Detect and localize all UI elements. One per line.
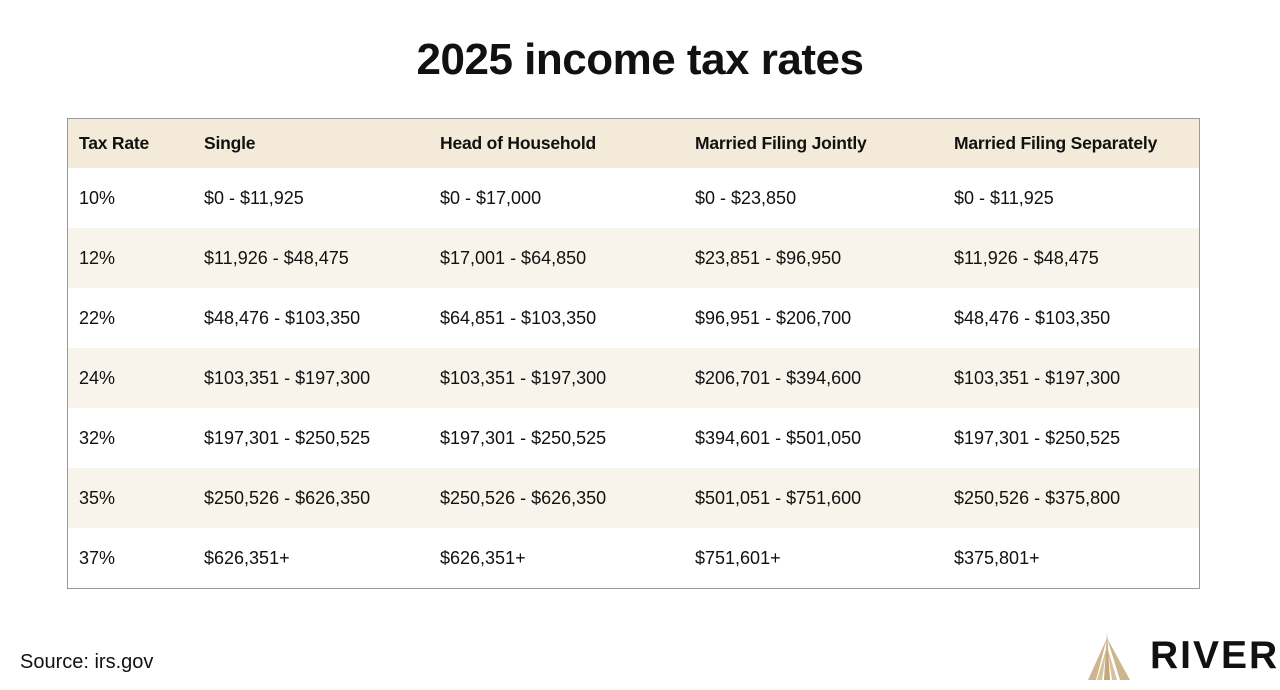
table-row: 10% $0 - $11,925 $0 - $17,000 $0 - $23,8…	[68, 168, 1199, 228]
cell-married-filing-jointly: $206,701 - $394,600	[695, 367, 862, 388]
cell-head-of-household: $0 - $17,000	[440, 187, 542, 208]
header-married-filing-separately: Married Filing Separately	[954, 133, 1158, 153]
cell-head-of-household: $250,526 - $626,350	[440, 487, 607, 508]
tax-rates-table: Tax Rate Single Head of Household Marrie…	[68, 119, 1199, 588]
brand-logo: RIVER	[1086, 630, 1279, 682]
cell-tax-rate: 10%	[79, 187, 116, 208]
tax-rates-table-container: Tax Rate Single Head of Household Marrie…	[67, 118, 1200, 589]
cell-single: $626,351+	[204, 547, 290, 568]
cell-married-filing-separately: $103,351 - $197,300	[954, 367, 1121, 388]
cell-single: $250,526 - $626,350	[204, 487, 371, 508]
cell-married-filing-separately: $0 - $11,925	[954, 187, 1054, 208]
table-header-row: Tax Rate Single Head of Household Marrie…	[68, 119, 1199, 168]
cell-married-filing-jointly: $96,951 - $206,700	[695, 307, 852, 328]
cell-single: $103,351 - $197,300	[204, 367, 371, 388]
cell-head-of-household: $103,351 - $197,300	[440, 367, 607, 388]
cell-single: $197,301 - $250,525	[204, 427, 371, 448]
cell-married-filing-separately: $375,801+	[954, 547, 1040, 568]
river-mountain-logo-icon	[1086, 632, 1132, 680]
brand-name: RIVER	[1150, 634, 1280, 677]
cell-married-filing-separately: $250,526 - $375,800	[954, 487, 1121, 508]
header-head-of-household: Head of Household	[440, 133, 597, 153]
table-row: 37% $626,351+ $626,351+ $751,601+ $375,8…	[68, 528, 1199, 588]
cell-tax-rate: 12%	[79, 247, 116, 268]
cell-married-filing-jointly: $0 - $23,850	[695, 187, 797, 208]
cell-single: $0 - $11,925	[204, 187, 304, 208]
header-single: Single	[204, 133, 256, 153]
cell-married-filing-separately: $48,476 - $103,350	[954, 307, 1111, 328]
cell-single: $48,476 - $103,350	[204, 307, 361, 328]
cell-single: $11,926 - $48,475	[204, 247, 349, 268]
table-row: 22% $48,476 - $103,350 $64,851 - $103,35…	[68, 288, 1199, 348]
header-tax-rate: Tax Rate	[79, 133, 150, 153]
table-row: 32% $197,301 - $250,525 $197,301 - $250,…	[68, 408, 1199, 468]
cell-tax-rate: 35%	[79, 487, 116, 508]
cell-head-of-household: $626,351+	[440, 547, 526, 568]
cell-tax-rate: 24%	[79, 367, 116, 388]
cell-married-filing-jointly: $751,601+	[695, 547, 781, 568]
cell-married-filing-jointly: $394,601 - $501,050	[695, 427, 862, 448]
cell-head-of-household: $197,301 - $250,525	[440, 427, 607, 448]
cell-head-of-household: $17,001 - $64,850	[440, 247, 587, 268]
table-header: Tax Rate Single Head of Household Marrie…	[68, 119, 1199, 168]
cell-married-filing-separately: $11,926 - $48,475	[954, 247, 1099, 268]
cell-head-of-household: $64,851 - $103,350	[440, 307, 597, 328]
cell-married-filing-jointly: $23,851 - $96,950	[695, 247, 842, 268]
table-body: 10% $0 - $11,925 $0 - $17,000 $0 - $23,8…	[68, 168, 1199, 588]
header-married-filing-jointly: Married Filing Jointly	[695, 133, 867, 153]
table-row: 12% $11,926 - $48,475 $17,001 - $64,850 …	[68, 228, 1199, 288]
table-row: 24% $103,351 - $197,300 $103,351 - $197,…	[68, 348, 1199, 408]
cell-tax-rate: 32%	[79, 427, 116, 448]
cell-tax-rate: 37%	[79, 547, 116, 568]
cell-married-filing-jointly: $501,051 - $751,600	[695, 487, 862, 508]
page-title: 2025 income tax rates	[416, 35, 864, 84]
cell-married-filing-separately: $197,301 - $250,525	[954, 427, 1121, 448]
source-note: Source: irs.gov	[20, 651, 154, 673]
cell-tax-rate: 22%	[79, 307, 116, 328]
table-row: 35% $250,526 - $626,350 $250,526 - $626,…	[68, 468, 1199, 528]
